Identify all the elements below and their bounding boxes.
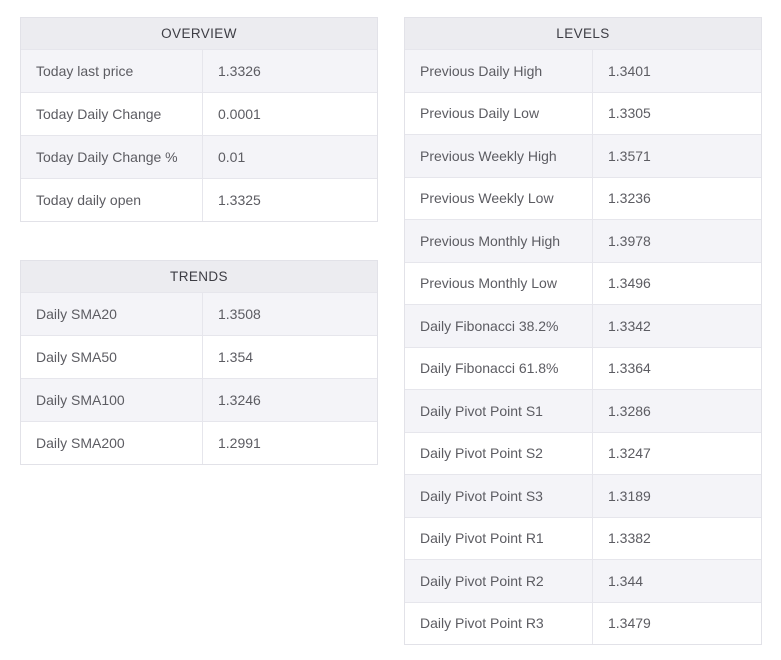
table-row: Previous Monthly Low 1.3496 [405,261,761,304]
row-label: Daily Pivot Point R3 [405,602,593,644]
row-value: 1.3189 [608,487,651,504]
table-row: Daily Fibonacci 61.8% 1.3364 [405,346,761,389]
row-label: Today daily open [21,179,203,221]
row-label: Daily SMA200 [21,422,203,464]
row-label: Previous Monthly High [405,220,593,262]
row-value: 1.3325 [218,192,261,208]
row-label: Daily Pivot Point S3 [405,475,593,517]
row-value: 1.3496 [608,275,651,292]
table-row: Daily Pivot Point R3 1.3479 [405,601,761,644]
row-value: 1.3342 [608,317,651,334]
row-label: Previous Weekly High [405,135,593,177]
row-label: Daily Fibonacci 61.8% [405,347,593,389]
table-row: Previous Weekly Low 1.3236 [405,176,761,219]
levels-table: LEVELS Previous Daily High 1.3401 Previo… [404,17,762,645]
row-value: 1.344 [608,572,644,589]
table-row: Previous Weekly High 1.3571 [405,134,761,177]
table-row: Daily Pivot Point S1 1.3286 [405,389,761,432]
row-value: 1.3978 [608,232,651,249]
table-row: Daily Pivot Point R2 1.344 [405,559,761,602]
trends-table: TRENDS Daily SMA20 1.3508 Daily SMA50 1.… [20,260,378,465]
trends-table-title: TRENDS [21,261,377,292]
table-row: Daily SMA100 1.3246 [21,378,377,421]
row-label: Today Daily Change % [21,136,203,178]
row-label: Previous Weekly Low [405,177,593,219]
table-row: Today daily open 1.3325 [21,178,377,221]
table-row: Previous Daily Low 1.3305 [405,91,761,134]
row-value: 1.3364 [608,360,651,377]
table-row: Daily Pivot Point R1 1.3382 [405,516,761,559]
row-label: Previous Monthly Low [405,262,593,304]
row-label: Daily Pivot Point R1 [405,517,593,559]
row-label: Previous Daily Low [405,92,593,134]
row-value: 1.3508 [218,306,261,322]
row-value: 1.3246 [218,392,261,408]
row-label: Previous Daily High [405,50,593,92]
table-row: Previous Monthly High 1.3978 [405,219,761,262]
row-label: Daily SMA100 [21,379,203,421]
table-row: Daily Pivot Point S2 1.3247 [405,431,761,474]
row-label: Daily Fibonacci 38.2% [405,305,593,347]
table-row: Previous Daily High 1.3401 [405,49,761,92]
row-value: 1.3479 [608,615,651,632]
overview-table-title: OVERVIEW [21,18,377,49]
table-row: Daily Fibonacci 38.2% 1.3342 [405,304,761,347]
row-label: Daily Pivot Point R2 [405,560,593,602]
row-label: Today Daily Change [21,93,203,135]
row-value: 0.01 [218,149,246,165]
row-value: 1.3247 [608,445,651,462]
row-value: 1.3571 [608,147,651,164]
table-row: Daily SMA20 1.3508 [21,292,377,335]
row-value: 0.0001 [218,106,261,122]
row-label: Daily Pivot Point S1 [405,390,593,432]
row-label: Today last price [21,50,203,92]
table-row: Today last price 1.3326 [21,49,377,92]
row-value: 1.354 [218,349,254,365]
row-label: Daily SMA20 [21,293,203,335]
table-row: Today Daily Change 0.0001 [21,92,377,135]
row-value: 1.2991 [218,435,261,451]
row-value: 1.3305 [608,105,651,122]
table-row: Today Daily Change % 0.01 [21,135,377,178]
table-row: Daily SMA50 1.354 [21,335,377,378]
overview-table: OVERVIEW Today last price 1.3326 Today D… [20,17,378,222]
row-value: 1.3326 [218,63,261,79]
row-value: 1.3382 [608,530,651,547]
levels-table-title: LEVELS [405,18,761,49]
row-label: Daily SMA50 [21,336,203,378]
table-row: Daily Pivot Point S3 1.3189 [405,474,761,517]
row-value: 1.3401 [608,62,651,79]
table-row: Daily SMA200 1.2991 [21,421,377,464]
row-label: Daily Pivot Point S2 [405,432,593,474]
row-value: 1.3286 [608,402,651,419]
row-value: 1.3236 [608,190,651,207]
